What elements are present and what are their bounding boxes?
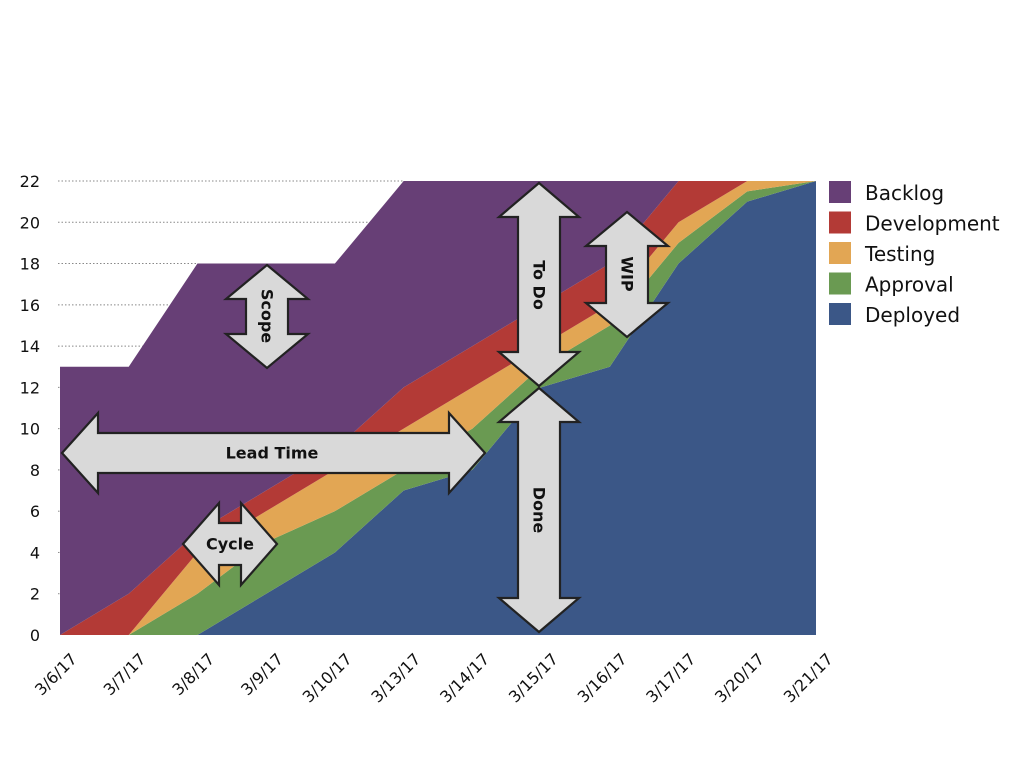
x-tick-label: 3/7/17 (100, 649, 150, 699)
y-tick-label: 4 (30, 543, 40, 562)
x-tick-label: 3/14/17 (436, 649, 493, 706)
y-tick-label: 2 (30, 585, 40, 604)
y-tick-label: 6 (30, 502, 40, 521)
x-tick-label: 3/15/17 (505, 649, 562, 706)
legend-label-development: Development (865, 212, 1000, 236)
legend-swatch-deployed (829, 303, 851, 325)
cycle-label: Cycle (206, 535, 254, 554)
annotations: Scope Lead Time Cycle To Do Done WIP (60, 181, 672, 634)
area-layer (60, 181, 816, 635)
x-tick-label: 3/16/17 (574, 649, 631, 706)
legend-swatch-backlog (829, 181, 851, 203)
wip-arrow (582, 210, 672, 339)
legend-label-testing: Testing (864, 242, 935, 266)
to-do-label: To Do (530, 260, 549, 310)
y-tick-label: 16 (20, 296, 40, 315)
area-deployed (60, 181, 816, 635)
legend-swatch-development (829, 211, 851, 234)
x-tick-label: 3/8/17 (168, 649, 218, 699)
scope-label: Scope (258, 289, 277, 343)
x-tick-label: 3/6/17 (31, 649, 81, 699)
legend: Backlog Development Testing Approval Deploye… (829, 181, 1000, 327)
x-tick-label: 3/17/17 (642, 649, 699, 706)
lead-time-arrow (60, 410, 487, 496)
area-development (60, 181, 816, 635)
y-tick-label: 18 (20, 255, 40, 274)
y-tick-label: 8 (30, 461, 40, 480)
y-tick-label: 20 (20, 213, 40, 232)
y-tick-label: 0 (30, 626, 40, 645)
done-arrow (496, 386, 582, 634)
grid-layer (58, 180, 404, 595)
x-tick-label: 3/21/17 (780, 649, 837, 706)
x-axis: 3/6/17 3/7/17 3/8/17 3/9/17 3/10/17 3/13/17 3/… (31, 649, 837, 706)
y-tick-label: 22 (20, 172, 40, 191)
legend-swatch-approval (829, 272, 851, 295)
legend-label-approval: Approval (865, 273, 954, 297)
y-tick-label: 12 (20, 378, 40, 397)
x-tick-label: 3/13/17 (367, 649, 424, 706)
x-tick-label: 3/10/17 (299, 649, 356, 706)
x-tick-label: 3/9/17 (237, 649, 287, 699)
wip-label: WIP (618, 256, 637, 292)
legend-swatch-testing (829, 242, 851, 264)
scope-arrow (222, 263, 312, 370)
lead-time-label: Lead Time (226, 444, 319, 463)
cycle-arrow (181, 500, 279, 588)
y-axis: 0 2 4 6 8 10 12 14 16 18 20 22 (20, 172, 40, 645)
to-do-arrow (496, 181, 582, 388)
legend-label-deployed: Deployed (865, 303, 960, 327)
legend-label-backlog: Backlog (865, 181, 944, 205)
done-label: Done (530, 487, 549, 534)
x-tick-label: 3/20/17 (711, 649, 768, 706)
y-tick-label: 14 (20, 337, 40, 356)
y-tick-label: 10 (20, 420, 40, 439)
